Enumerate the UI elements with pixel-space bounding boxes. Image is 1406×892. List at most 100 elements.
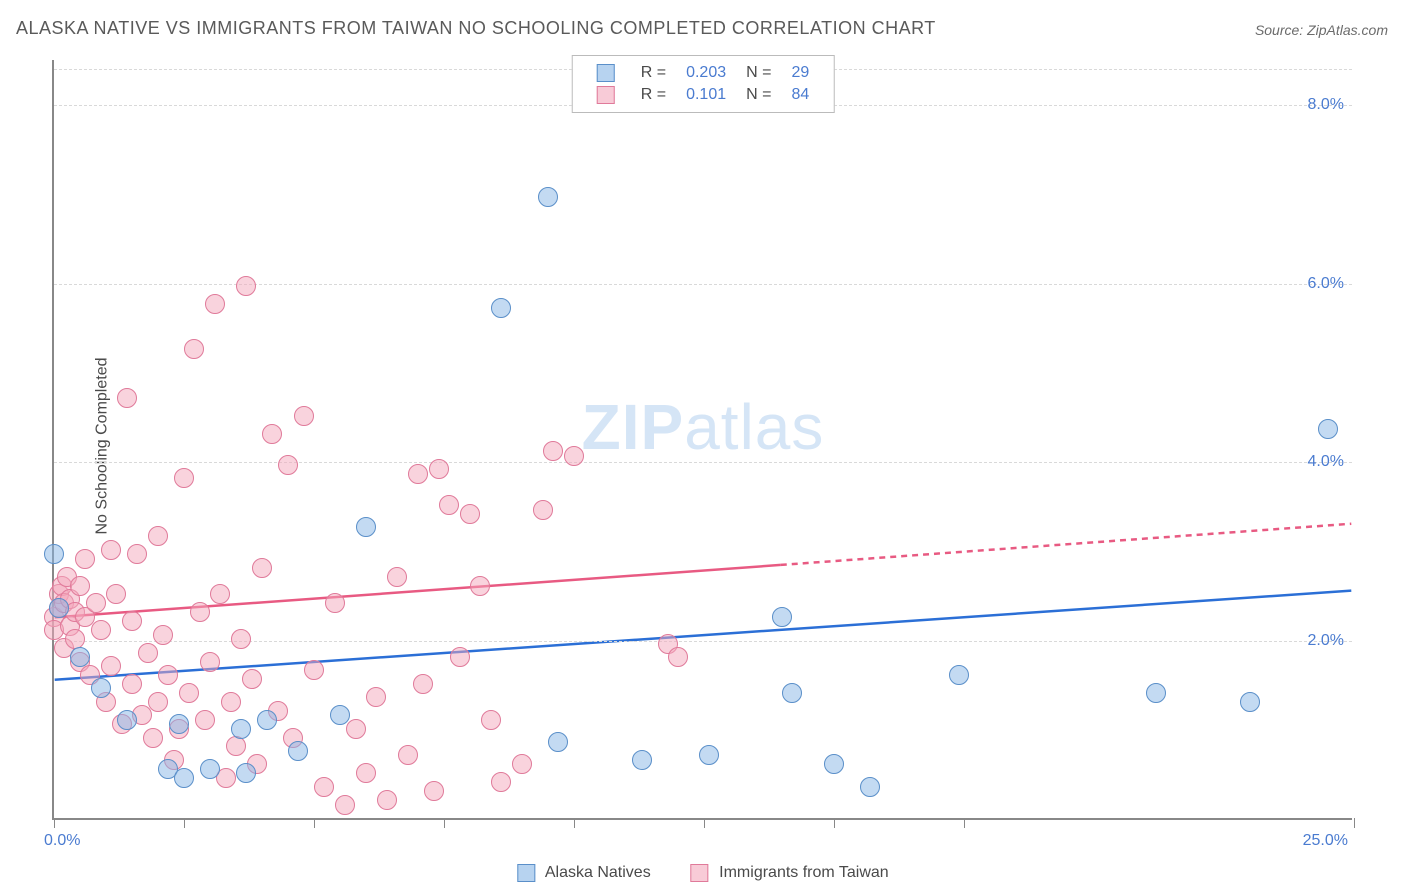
gridline bbox=[54, 462, 1352, 463]
pink-point bbox=[564, 446, 584, 466]
chart-title: ALASKA NATIVE VS IMMIGRANTS FROM TAIWAN … bbox=[16, 18, 936, 39]
blue-point bbox=[356, 517, 376, 537]
pink-point bbox=[179, 683, 199, 703]
pink-point bbox=[335, 795, 355, 815]
legend-stat-row: R =0.101N =84 bbox=[587, 84, 820, 106]
blue-point bbox=[117, 710, 137, 730]
blue-point bbox=[548, 732, 568, 752]
y-tick-label: 2.0% bbox=[1308, 632, 1344, 650]
pink-point bbox=[195, 710, 215, 730]
x-tick-label: 0.0% bbox=[44, 832, 80, 850]
blue-point bbox=[91, 678, 111, 698]
pink-point bbox=[346, 719, 366, 739]
legend-swatch bbox=[597, 86, 615, 104]
x-tick bbox=[1354, 818, 1355, 828]
r-label: R = bbox=[631, 84, 676, 106]
blue-point bbox=[49, 598, 69, 618]
y-tick-label: 8.0% bbox=[1308, 96, 1344, 114]
pink-point bbox=[138, 643, 158, 663]
pink-point bbox=[450, 647, 470, 667]
pink-point bbox=[668, 647, 688, 667]
r-value: 0.203 bbox=[676, 62, 736, 84]
legend-swatch bbox=[517, 864, 535, 882]
x-tick bbox=[314, 818, 315, 828]
trend-line bbox=[781, 524, 1351, 565]
pink-point bbox=[106, 584, 126, 604]
y-tick-label: 4.0% bbox=[1308, 453, 1344, 471]
pink-point bbox=[512, 754, 532, 774]
blue-point bbox=[288, 741, 308, 761]
pink-point bbox=[408, 464, 428, 484]
pink-point bbox=[158, 665, 178, 685]
pink-point bbox=[122, 611, 142, 631]
pink-point bbox=[387, 567, 407, 587]
pink-point bbox=[543, 441, 563, 461]
x-tick bbox=[704, 818, 705, 828]
x-tick bbox=[574, 818, 575, 828]
pink-point bbox=[148, 526, 168, 546]
pink-point bbox=[304, 660, 324, 680]
pink-point bbox=[491, 772, 511, 792]
pink-point bbox=[262, 424, 282, 444]
blue-point bbox=[699, 745, 719, 765]
blue-point bbox=[330, 705, 350, 725]
blue-point bbox=[200, 759, 220, 779]
pink-point bbox=[101, 656, 121, 676]
legend-label: Immigrants from Taiwan bbox=[719, 864, 889, 881]
n-label: N = bbox=[736, 62, 781, 84]
pink-point bbox=[205, 294, 225, 314]
x-tick bbox=[834, 818, 835, 828]
blue-point bbox=[1318, 419, 1338, 439]
pink-point bbox=[117, 388, 137, 408]
legend-series: Alaska Natives Immigrants from Taiwan bbox=[517, 864, 888, 882]
pink-point bbox=[413, 674, 433, 694]
pink-point bbox=[533, 500, 553, 520]
pink-point bbox=[294, 406, 314, 426]
n-value: 84 bbox=[781, 84, 819, 106]
n-label: N = bbox=[736, 84, 781, 106]
pink-point bbox=[101, 540, 121, 560]
y-tick-label: 6.0% bbox=[1308, 275, 1344, 293]
pink-point bbox=[221, 692, 241, 712]
pink-point bbox=[356, 763, 376, 783]
blue-point bbox=[860, 777, 880, 797]
blue-point bbox=[257, 710, 277, 730]
pink-point bbox=[210, 584, 230, 604]
r-value: 0.101 bbox=[676, 84, 736, 106]
pink-point bbox=[127, 544, 147, 564]
trend-line bbox=[55, 565, 781, 617]
pink-point bbox=[231, 629, 251, 649]
pink-point bbox=[91, 620, 111, 640]
legend-stat-row: R =0.203N =29 bbox=[587, 62, 820, 84]
x-tick bbox=[184, 818, 185, 828]
legend-label: Alaska Natives bbox=[545, 864, 651, 881]
blue-point bbox=[632, 750, 652, 770]
blue-point bbox=[169, 714, 189, 734]
pink-point bbox=[190, 602, 210, 622]
pink-point bbox=[65, 629, 85, 649]
pink-point bbox=[184, 339, 204, 359]
pink-point bbox=[226, 736, 246, 756]
pink-point bbox=[143, 728, 163, 748]
pink-point bbox=[278, 455, 298, 475]
pink-point bbox=[424, 781, 444, 801]
pink-point bbox=[325, 593, 345, 613]
blue-point bbox=[949, 665, 969, 685]
pink-point bbox=[398, 745, 418, 765]
plot-area: 2.0%4.0%6.0%8.0%0.0%25.0% bbox=[52, 60, 1352, 820]
blue-point bbox=[538, 187, 558, 207]
blue-point bbox=[1240, 692, 1260, 712]
x-tick bbox=[444, 818, 445, 828]
x-tick bbox=[54, 818, 55, 828]
pink-point bbox=[122, 674, 142, 694]
n-value: 29 bbox=[781, 62, 819, 84]
r-label: R = bbox=[631, 62, 676, 84]
pink-point bbox=[252, 558, 272, 578]
pink-point bbox=[148, 692, 168, 712]
pink-point bbox=[481, 710, 501, 730]
blue-point bbox=[824, 754, 844, 774]
pink-point bbox=[439, 495, 459, 515]
pink-point bbox=[153, 625, 173, 645]
blue-point bbox=[44, 544, 64, 564]
x-tick bbox=[964, 818, 965, 828]
